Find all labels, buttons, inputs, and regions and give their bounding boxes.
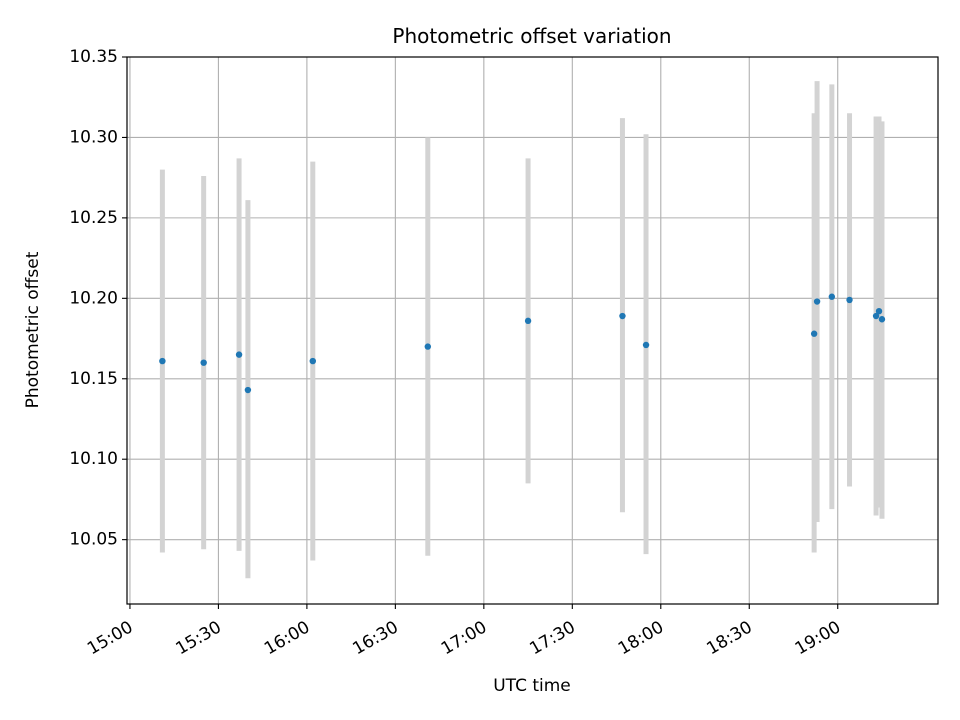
data-point — [810, 330, 818, 337]
y-axis-title: Photometric offset — [23, 251, 43, 408]
data-point — [244, 386, 252, 394]
y-tick-label: 10.10 — [69, 449, 118, 469]
data-point — [642, 341, 650, 349]
data-point — [424, 343, 432, 350]
data-point — [235, 351, 243, 358]
data-point — [159, 357, 166, 365]
data-point — [813, 298, 821, 305]
y-axis-ticks: 10.05 10.10 10.15 10.20 10.25 10.30 10.35 — [69, 47, 127, 550]
y-tick-label: 10.05 — [69, 530, 118, 550]
y-tick-label: 10.35 — [69, 47, 118, 67]
data-point — [878, 316, 886, 323]
y-tick-label: 10.15 — [69, 369, 118, 389]
y-tick-label: 10.25 — [69, 208, 118, 228]
grid — [127, 56, 938, 604]
y-tick-label: 10.30 — [69, 127, 118, 147]
data-point — [875, 307, 883, 315]
data-points — [159, 293, 886, 394]
data-point — [828, 293, 836, 300]
x-axis-title: UTC time — [493, 676, 571, 696]
data-point — [619, 312, 626, 320]
data-point — [309, 357, 316, 365]
data-point — [846, 296, 853, 304]
chart-title: Photometric offset variation — [392, 24, 671, 48]
plot-frame — [126, 56, 939, 605]
data-point — [524, 317, 532, 325]
data-point — [872, 312, 880, 320]
data-point — [200, 359, 207, 366]
y-tick-label: 10.20 — [69, 288, 118, 308]
